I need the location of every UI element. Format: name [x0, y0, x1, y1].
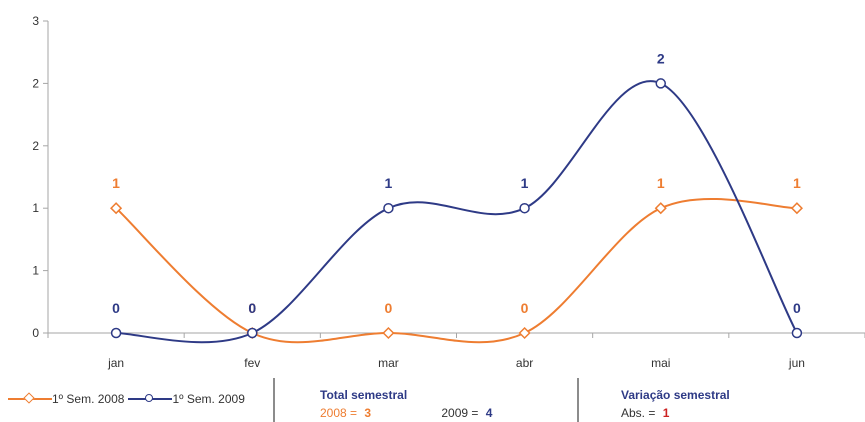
y-tick-label: 3: [32, 14, 39, 28]
total-2009-label: 2009 =: [441, 406, 479, 420]
data-point-2008: [790, 202, 803, 215]
divider: [273, 378, 275, 422]
series-line-2009: [116, 80, 798, 344]
total-semestral-panel: Total semestral 2008 = 3 2009 = 4: [320, 388, 570, 420]
data-label-2009: 0: [793, 300, 801, 316]
series-line-2008: [115, 197, 797, 344]
data-point-2008: [518, 326, 531, 340]
data-point-2008: [110, 202, 123, 215]
data-label-2008: 1: [657, 175, 665, 191]
legend-item-2008: 1º Sem. 2008: [8, 392, 124, 406]
x-tick-label: mai: [651, 356, 670, 370]
legend-item-2009: 1º Sem. 2009: [128, 392, 245, 406]
data-label-2008: 0: [248, 300, 256, 316]
data-label-2008: 1: [793, 175, 801, 191]
diamond-marker-icon: [8, 392, 52, 406]
line-chart: 0 1 1 2 2 3 jan fev mar abr mai jun 1 0 0 0 1 1 0 0 1 1 2 0: [32, 14, 865, 370]
data-point-2009: [519, 202, 530, 214]
data-point-2009: [247, 327, 258, 339]
variacao-semestral-title: Variação semestral: [621, 388, 730, 402]
x-tick-label: mar: [378, 356, 399, 370]
data-label-2009: 0: [112, 300, 120, 316]
data-label-2009: 2: [657, 50, 665, 66]
x-tick-label: jun: [788, 356, 805, 370]
variacao-semestral-values: Abs. = 1: [621, 406, 851, 420]
y-tick-label: 1: [32, 201, 39, 215]
data-point-2008: [654, 202, 667, 215]
data-label-2008: 0: [385, 300, 393, 316]
total-semestral-values: 2008 = 3 2009 = 4: [320, 406, 570, 420]
data-label-2009: 1: [521, 175, 529, 191]
chart-legend: 1º Sem. 2008 1º Sem. 2009: [8, 392, 249, 406]
abs-label: Abs. =: [621, 406, 656, 420]
x-tick-label: abr: [516, 356, 533, 370]
data-point-2009: [110, 327, 122, 339]
data-label-2009: 1: [385, 175, 393, 191]
data-point-2008: [382, 326, 395, 340]
total-2008-label: 2008 =: [320, 406, 358, 420]
legend-label-2008: 1º Sem. 2008: [52, 392, 125, 406]
variacao-semestral-panel: Variação semestral Abs. = 1: [621, 388, 851, 420]
chart-lines: [115, 80, 798, 344]
chart-markers: [110, 78, 803, 340]
x-tick-label: jan: [107, 356, 124, 370]
x-tick-label: fev: [244, 356, 260, 370]
y-tick-label: 2: [32, 76, 39, 90]
y-tick-label: 2: [32, 139, 39, 153]
y-tick-label: 0: [32, 326, 39, 340]
data-label-2009: 0: [248, 300, 256, 316]
data-point-2009: [791, 327, 803, 339]
data-label-2008: 0: [521, 300, 529, 316]
divider: [577, 378, 579, 422]
legend-label-2009: 1º Sem. 2009: [172, 392, 245, 406]
total-semestral-title: Total semestral: [320, 388, 408, 402]
data-label-2008: 1: [112, 175, 120, 191]
circle-marker-icon: [128, 392, 173, 406]
y-tick-label: 1: [32, 264, 39, 278]
total-2009-value: 4: [485, 406, 493, 420]
total-2008-value: 3: [364, 406, 372, 420]
abs-value: 1: [662, 406, 670, 420]
chart-axes: 0 1 1 2 2 3 jan fev mar abr mai jun: [32, 14, 865, 370]
data-point-2009: [383, 202, 394, 214]
chart-data-labels: 10 0 01 10 01 120: [112, 50, 801, 316]
data-point-2009: [655, 78, 666, 89]
